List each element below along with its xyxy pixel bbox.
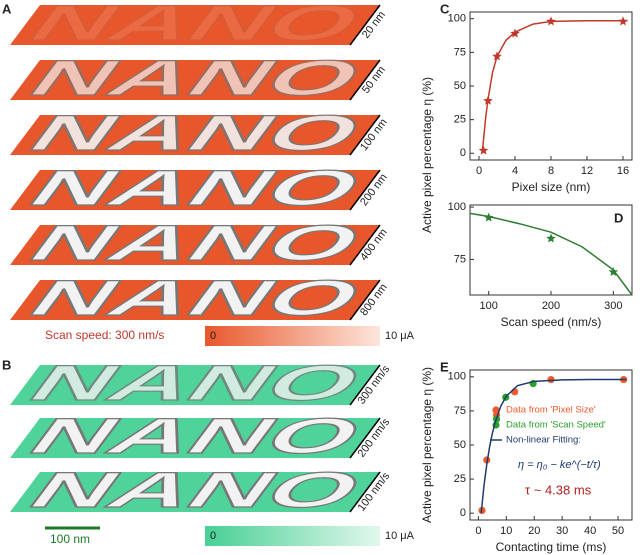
- y-tick-label: 100: [448, 13, 466, 25]
- colorbar: [205, 526, 380, 546]
- slab-edge: [349, 114, 381, 156]
- tau: τ ~ 4.38 ms: [525, 482, 592, 497]
- marker: [478, 145, 489, 155]
- y-tick-label: 100: [448, 201, 466, 213]
- slab: NANO: [9, 215, 380, 271]
- x-tick-label: 10: [500, 525, 512, 537]
- slab: NANO: [9, 270, 380, 326]
- pattern: NANO: [16, 270, 378, 326]
- slab: NANO: [9, 462, 380, 518]
- colorbar-max: 10 μA: [385, 330, 415, 342]
- y-axis-label: Active pixel percentage η (%): [420, 367, 434, 523]
- x-tick-label: 200: [542, 300, 560, 312]
- x-tick-label: 300: [604, 300, 622, 312]
- slab: NANO: [9, 0, 380, 51]
- y-tick-label: 25: [454, 473, 466, 485]
- x-tick-label: 16: [617, 165, 629, 177]
- marker: [546, 233, 556, 243]
- y-tick-label: 100: [448, 371, 466, 383]
- colorbar-min: 0: [210, 330, 216, 342]
- x-tick-label: 30: [556, 525, 568, 537]
- y-tick-label: 75: [454, 253, 466, 265]
- panel-letter: A: [2, 1, 12, 16]
- slab-edge: [349, 59, 381, 101]
- slab-surface: [9, 5, 380, 45]
- marker: [547, 375, 555, 384]
- legend-label: Data from 'Scan Speed': [506, 420, 606, 431]
- caption: Scan speed: 300 nm/s: [45, 328, 164, 342]
- slab-surface: [9, 472, 380, 512]
- pattern: NANO: [16, 105, 378, 161]
- scale-label: 100 nm: [50, 532, 90, 546]
- slab-edge: [349, 279, 381, 321]
- y-tick-label: 0: [460, 147, 466, 159]
- panel-letter: D: [614, 210, 623, 225]
- x-axis-label: Pixel size (nm): [512, 180, 591, 194]
- slab: NANO: [9, 50, 380, 106]
- y-tick-label: 75: [454, 46, 466, 58]
- slab-surface: [9, 280, 380, 320]
- pattern: NANO: [16, 462, 378, 518]
- pattern: NANO: [16, 408, 378, 464]
- pattern: NANO: [16, 355, 378, 411]
- panel-letter: E: [440, 359, 449, 374]
- x-tick-label: 0: [476, 165, 482, 177]
- fit-line: [469, 212, 633, 296]
- x-tick-label: 0: [475, 525, 481, 537]
- slab-surface: [9, 60, 380, 100]
- x-tick-label: 50: [612, 525, 624, 537]
- y-tick-label: 75: [454, 405, 466, 417]
- fit-line: [480, 378, 627, 514]
- slab-edge: [349, 224, 381, 266]
- x-tick-label: 8: [548, 165, 554, 177]
- legend-marker: [492, 406, 500, 414]
- x-tick-label: 4: [512, 165, 518, 177]
- y-tick-label: 0: [460, 507, 466, 519]
- slab: NANO: [9, 355, 380, 411]
- colorbar: [205, 326, 380, 346]
- x-axis-label: Scan speed (nm/s): [501, 315, 602, 329]
- pattern: NANO: [16, 160, 378, 216]
- x-tick-label: 40: [584, 525, 596, 537]
- formula: η = η₀ − ke^(−t/τ): [518, 459, 601, 471]
- slab-surface: [9, 365, 380, 405]
- x-tick-label: 20: [528, 525, 540, 537]
- slab: NANO: [9, 160, 380, 216]
- legend-label: Non-linear Fitting:: [506, 435, 581, 446]
- pattern: NANO: [16, 0, 378, 51]
- y-axis-label: Active pixel percentage η (%): [420, 77, 434, 233]
- panel-letter: C: [440, 1, 450, 16]
- slab: NANO: [9, 105, 380, 161]
- slab-surface: [9, 418, 380, 458]
- x-tick-label: 12: [581, 165, 593, 177]
- fit-line: [481, 19, 628, 154]
- panel-letter: B: [2, 357, 11, 372]
- legend-label: Data from 'Pixel Size': [506, 405, 596, 416]
- y-tick-label: 25: [454, 114, 466, 126]
- pattern: NANO: [16, 50, 378, 106]
- slab-surface: [9, 170, 380, 210]
- plot-frame: [469, 11, 633, 161]
- slab-surface: [9, 115, 380, 155]
- slab-edge: [349, 169, 381, 211]
- y-tick-label: 50: [454, 439, 466, 451]
- slab-edge: [349, 471, 381, 513]
- colorbar-max: 10 μA: [385, 530, 415, 542]
- x-tick-label: 100: [480, 300, 498, 312]
- slab-surface: [9, 225, 380, 265]
- slab-edge: [349, 4, 381, 46]
- slab-edge: [349, 364, 381, 406]
- slab: NANO: [9, 408, 380, 464]
- x-axis-label: Contacting time (ms): [496, 540, 607, 554]
- pattern: NANO: [16, 215, 378, 271]
- colorbar-min: 0: [210, 530, 216, 542]
- slab-edge: [349, 417, 381, 459]
- y-tick-label: 50: [454, 80, 466, 92]
- marker: [608, 267, 619, 276]
